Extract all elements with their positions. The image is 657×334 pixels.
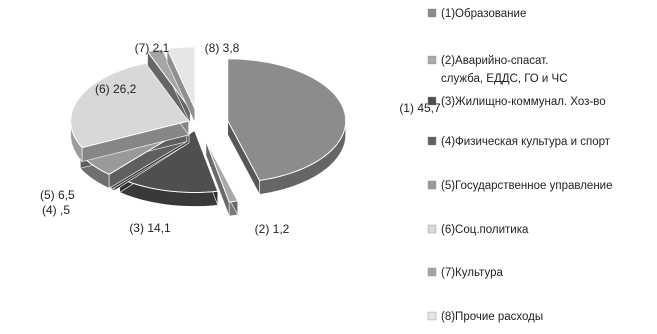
legend-label: (6)Соц.политика (441, 224, 529, 236)
legend: (1)Образование (2)Аварийно-спасат. служба,… (427, 8, 613, 323)
legend-item-2: (2)Аварийно-спасат. служба, ЕДДС, ГО и ЧС (427, 55, 568, 85)
data-label-7: (7) 2,1 (135, 41, 170, 55)
legend-item-6: (6)Соц.политика (427, 224, 529, 236)
data-label-6: (6) 26,2 (95, 82, 137, 96)
data-label-2: (2) 1,2 (255, 222, 290, 236)
data-label-8: (8) 3,8 (205, 41, 240, 55)
legend-item-8: (8)Прочие расходы (427, 311, 543, 323)
legend-label: (8)Прочие расходы (441, 311, 543, 323)
legend-swatch (427, 311, 437, 321)
legend-swatch (427, 55, 437, 65)
pie-slices (70, 46, 347, 217)
legend-label: (5)Государственное управление (441, 180, 613, 192)
legend-label: (3)Жилищно-коммунал. Хоз-во (441, 96, 606, 108)
pie-slice-8 (166, 46, 196, 123)
legend-label: (4)Физическая культура и спорт (441, 136, 611, 148)
legend-label: (7)Культура (441, 267, 503, 279)
pie-slice-2 (205, 140, 239, 217)
legend-label: (2)Аварийно-спасат. (441, 55, 548, 67)
data-label-5: (5) 6,5 (40, 188, 75, 202)
pie-slice-1 (227, 58, 347, 195)
legend-swatch (427, 8, 437, 18)
legend-item-1: (1)Образование (427, 8, 526, 20)
legend-item-7: (7)Культура (427, 267, 503, 279)
legend-label: (1)Образование (441, 8, 526, 20)
pie-slice-6 (70, 62, 190, 163)
legend-swatch (427, 267, 437, 277)
legend-swatch (427, 136, 437, 146)
legend-swatch (427, 180, 437, 190)
legend-item-4: (4)Физическая культура и спорт (427, 136, 611, 148)
legend-item-3: (3)Жилищно-коммунал. Хоз-во (427, 96, 606, 108)
data-labels: (1) 45,7(2) 1,2(3) 14,1(4) ,5(5) 6,5(6) … (40, 41, 441, 236)
legend-swatch (427, 224, 437, 234)
data-label-4: (4) ,5 (42, 203, 70, 217)
data-label-3: (3) 14,1 (129, 221, 171, 235)
legend-label: служба, ЕДДС, ГО и ЧС (441, 73, 568, 85)
legend-item-5: (5)Государственное управление (427, 180, 613, 192)
legend-swatch (427, 96, 437, 106)
